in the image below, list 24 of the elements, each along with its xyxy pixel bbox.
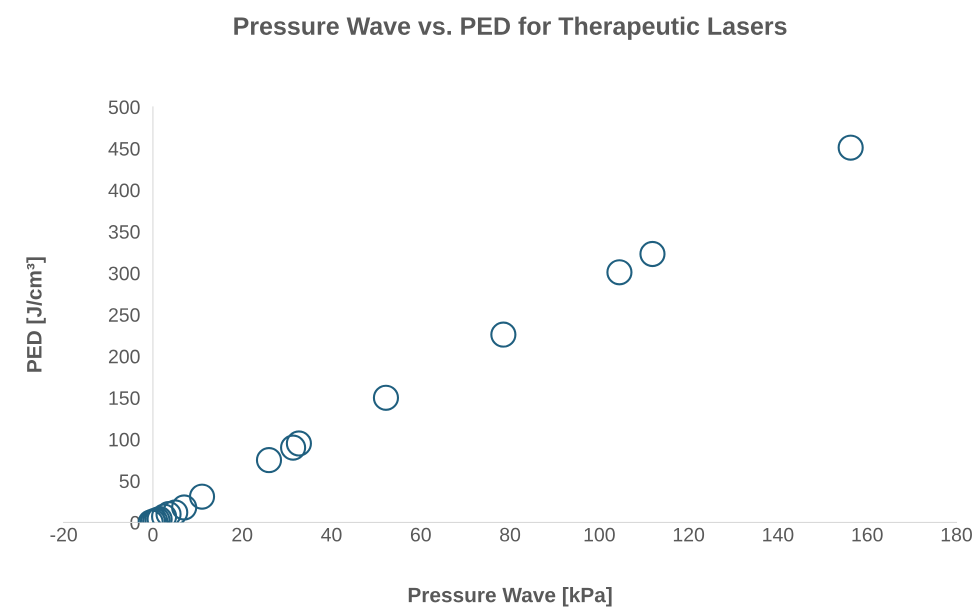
x-tick-label: 100: [584, 528, 615, 542]
x-tick-label: 60: [410, 528, 431, 542]
x-tick-label: 120: [674, 528, 704, 542]
x-tick-label: 160: [852, 528, 883, 542]
y-tick-label: 250: [108, 308, 140, 322]
y-tick-label: 450: [108, 142, 140, 156]
y-axis-title: PED [J/cm³]: [26, 257, 46, 372]
x-tick-label: 180: [942, 528, 972, 542]
y-tick-label: 400: [108, 183, 140, 198]
y-tick-label: 500: [108, 100, 140, 114]
y-tick-label: 300: [108, 266, 140, 280]
x-tick-label: 140: [763, 528, 794, 542]
x-axis-title: Pressure Wave [kPa]: [408, 587, 612, 606]
y-tick-label: 150: [109, 391, 140, 405]
y-tick-label: 100: [109, 432, 140, 447]
x-tick-label: 0: [148, 528, 158, 542]
x-tick-label: 20: [232, 528, 252, 542]
x-tick-label: -20: [50, 528, 77, 542]
chart-title: Pressure Wave vs. PED for Therapeutic Lasers: [234, 16, 786, 40]
y-tick-label: 350: [108, 225, 140, 239]
y-tick-label: 50: [120, 474, 140, 488]
x-tick-label: 80: [500, 528, 520, 542]
y-tick-label: 200: [108, 350, 140, 364]
x-tick-label: 40: [321, 528, 342, 542]
